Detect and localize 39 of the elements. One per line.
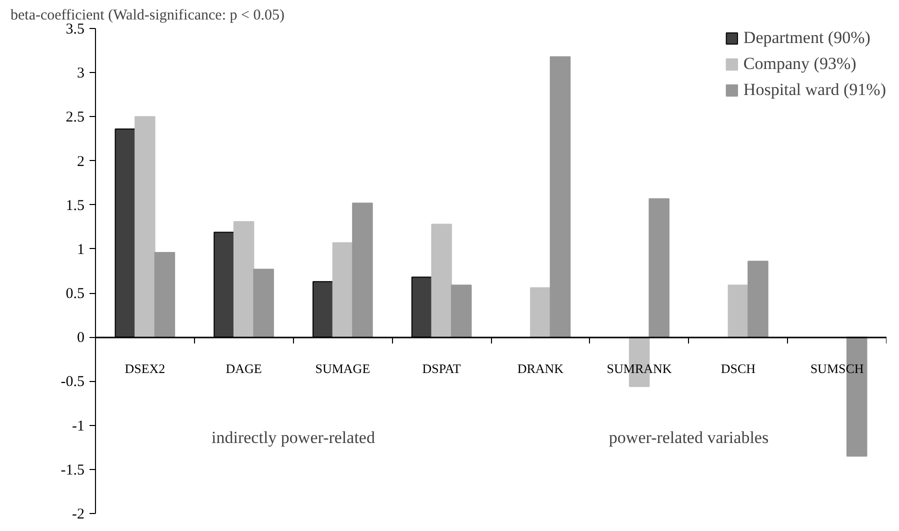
bar [154, 252, 176, 338]
x-tick-label: DRANK [517, 361, 564, 376]
bar [233, 221, 254, 338]
y-tick-label: 2.5 [66, 110, 84, 126]
legend-label: Hospital ward (91%) [743, 80, 886, 100]
annotation: power-related variables [608, 428, 769, 448]
bar [450, 284, 472, 338]
x-tick-label: DAGE [226, 361, 262, 376]
x-tick-label: SUMRANK [606, 361, 672, 376]
y-tick-label: 1.5 [66, 198, 84, 214]
x-tick-label: DSPAT [422, 361, 461, 376]
y-tick-label: -0.5 [60, 374, 85, 390]
y-tick-label: 0 [77, 330, 84, 346]
annotation: indirectly power-related [212, 428, 376, 448]
legend-label: Company (93%) [743, 54, 856, 74]
bar [431, 224, 452, 338]
y-axis-title: beta-coefficient (Wald-significance: p < 0.05) [10, 8, 284, 24]
y-tick-label: -1.5 [60, 462, 85, 478]
x-tick-label: DSEX2 [124, 361, 166, 376]
bar [352, 202, 373, 338]
bar [253, 268, 274, 338]
bar [550, 56, 571, 338]
bar [648, 198, 670, 338]
bar [748, 260, 768, 338]
y-tick-label: 2 [77, 154, 84, 170]
y-tick-label: -1 [72, 418, 85, 434]
y-tick-label: 1 [77, 242, 84, 258]
y-tick-label: 0.5 [66, 286, 84, 302]
bar [332, 242, 354, 338]
y-tick-label: 3.5 [66, 22, 84, 38]
bar [134, 116, 156, 338]
y-tick-label: -2 [72, 506, 85, 522]
x-tick-label: DSCH [720, 361, 756, 376]
x-tick-label: SUMSCH [810, 361, 864, 376]
legend-label: Department (90%) [743, 28, 870, 48]
bar [530, 287, 551, 338]
x-tick-label: SUMAGE [315, 361, 370, 376]
y-tick-label: 3 [77, 66, 84, 82]
bar [728, 284, 749, 338]
